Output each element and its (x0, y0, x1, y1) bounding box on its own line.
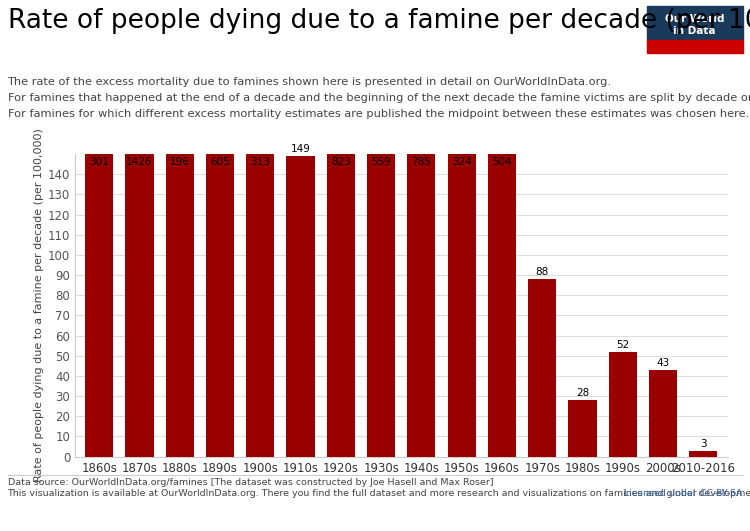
Text: 88: 88 (536, 267, 549, 277)
Bar (488, 0, 516, 457)
Text: 823: 823 (331, 157, 351, 167)
Text: 43: 43 (656, 358, 670, 368)
Text: 324: 324 (452, 157, 472, 167)
Text: 196: 196 (170, 157, 190, 167)
Text: 605: 605 (210, 157, 230, 167)
Text: 313: 313 (251, 157, 270, 167)
Bar (646, 6, 742, 40)
Bar (125, 0, 154, 457)
Text: 1426: 1426 (126, 157, 153, 167)
Text: in Data: in Data (674, 25, 716, 36)
Bar (327, 0, 355, 457)
Bar (206, 0, 234, 457)
Text: Rate of people dying due to a famine per decade (per 100,000): Rate of people dying due to a famine per… (8, 8, 750, 34)
Text: 785: 785 (412, 157, 431, 167)
Text: Licensed under CC-BY-SA: Licensed under CC-BY-SA (624, 489, 742, 498)
Text: For famines that happened at the end of a decade and the beginning of the next d: For famines that happened at the end of … (8, 93, 750, 103)
Text: For famines for which different excess mortality estimates are published the mid: For famines for which different excess m… (8, 109, 748, 119)
Text: This visualization is available at OurWorldInData.org. There you find the full d: This visualization is available at OurWo… (8, 489, 750, 498)
Bar (367, 0, 395, 457)
Text: The rate of the excess mortality due to famines shown here is presented in detai: The rate of the excess mortality due to … (8, 77, 611, 87)
Bar (448, 0, 476, 457)
Text: 28: 28 (576, 388, 590, 398)
Bar (568, 400, 596, 457)
Text: 52: 52 (616, 340, 629, 350)
Bar (286, 156, 315, 457)
Bar (528, 279, 556, 457)
Bar (609, 352, 637, 457)
Bar (166, 61, 194, 457)
Text: Data source: OurWorldInData.org/famines [The dataset was constructed by Joe Hase: Data source: OurWorldInData.org/famines … (8, 478, 494, 487)
Text: 504: 504 (492, 157, 512, 167)
Text: 301: 301 (89, 157, 109, 167)
Bar (649, 370, 677, 457)
Bar (85, 0, 113, 457)
Bar (646, 40, 742, 53)
Y-axis label: Rate of people dying due to a famine per decade (per 100,000): Rate of people dying due to a famine per… (34, 129, 44, 482)
Text: Our World: Our World (664, 14, 724, 24)
Text: 149: 149 (290, 144, 310, 154)
Text: 559: 559 (371, 157, 391, 167)
Bar (407, 0, 436, 457)
Bar (246, 0, 274, 457)
Text: 3: 3 (700, 439, 706, 449)
Bar (689, 451, 718, 457)
